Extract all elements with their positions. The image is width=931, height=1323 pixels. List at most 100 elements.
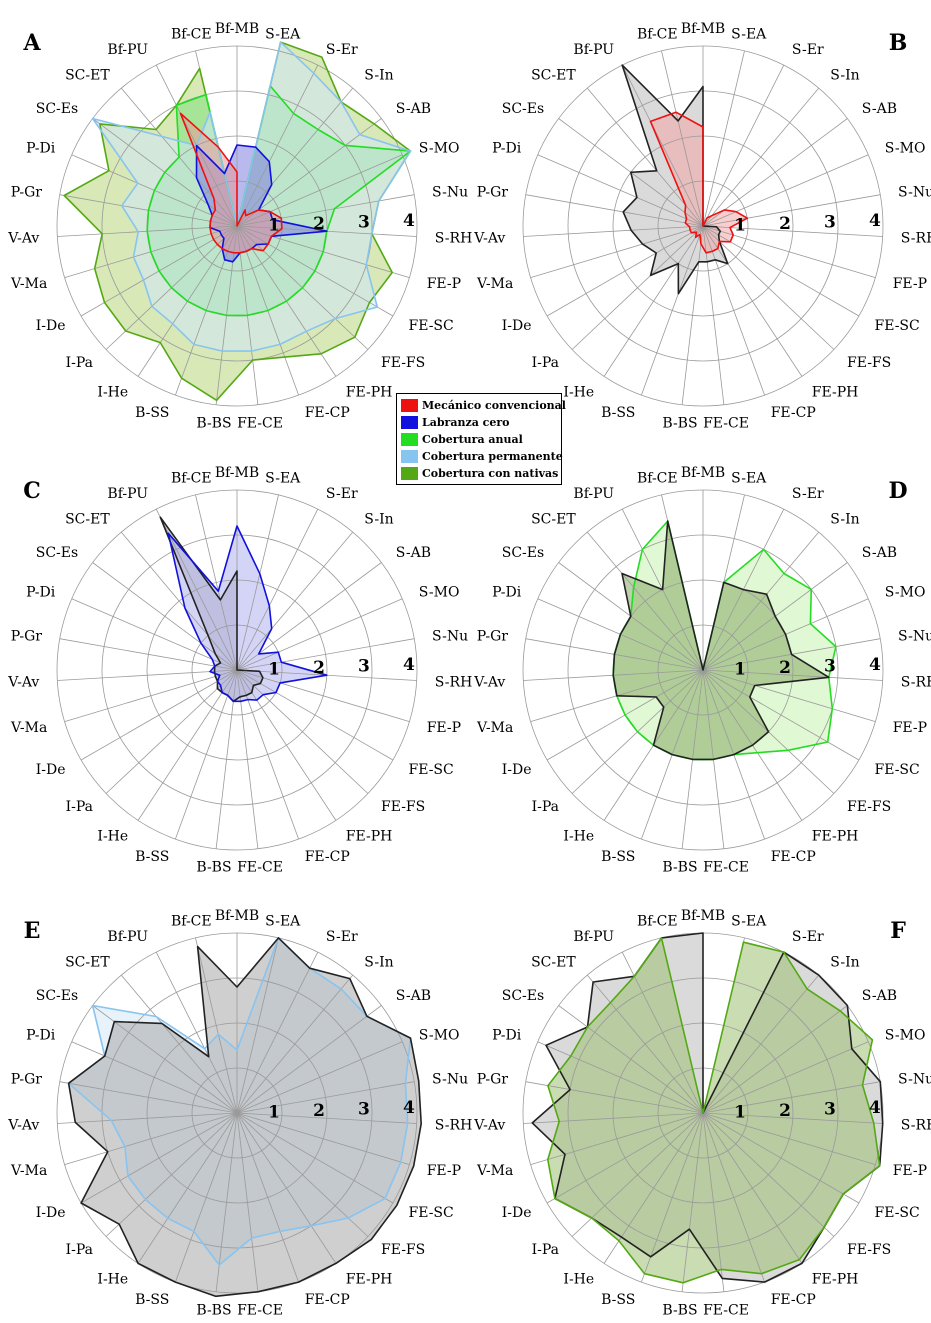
axis-label: Bf-PU <box>573 42 614 58</box>
grid-spoke <box>236 951 319 1114</box>
grid-spoke <box>175 669 238 840</box>
axis-label: V-Ma <box>10 276 47 292</box>
grid-spoke <box>702 118 848 227</box>
legend-label: Cobertura anual <box>422 433 523 446</box>
grid-spoke <box>236 562 382 671</box>
ring-label: 1 <box>734 216 746 236</box>
axis-label: S-RH <box>901 231 931 247</box>
grid-spoke <box>702 225 860 317</box>
axis-label: FE-P <box>427 276 461 292</box>
grid-spoke <box>621 64 704 227</box>
axis-label: S-MO <box>419 585 460 601</box>
series-line <box>91 41 412 352</box>
axis-label: S-Er <box>792 929 824 945</box>
ring-label: 3 <box>358 1100 370 1120</box>
series-line <box>146 85 412 317</box>
axis-label: Bf-PU <box>573 929 614 945</box>
ring-label: 1 <box>268 1103 280 1123</box>
ring-label: 4 <box>869 211 881 231</box>
axis-label: S-Nu <box>898 1072 931 1088</box>
ring-label: 2 <box>313 1101 325 1121</box>
axis-label: FE-CE <box>237 416 283 432</box>
axis-label: I-Pa <box>66 355 93 371</box>
grid-spoke <box>71 598 238 671</box>
grid-spoke <box>236 118 382 227</box>
grid-spoke <box>175 1112 238 1283</box>
axis-label: SC-ET <box>65 67 110 83</box>
axis-label: FE-FS <box>381 355 425 371</box>
grid-spoke <box>92 1005 238 1114</box>
grid-spoke <box>236 638 415 671</box>
ring-label: 3 <box>824 213 836 233</box>
grid-spoke <box>530 225 704 278</box>
axis-label: S-EA <box>731 26 767 42</box>
axis-label: V-Av <box>473 231 505 247</box>
grid-spoke <box>236 1005 382 1114</box>
grid-spoke <box>546 1112 704 1204</box>
axis-label: FE-SC <box>875 1205 920 1221</box>
axis-label: Bf-MB <box>681 465 725 481</box>
grid-spoke <box>57 669 238 681</box>
grid-spoke <box>236 1112 410 1165</box>
grid-spoke <box>236 669 337 821</box>
grid-spoke <box>702 1112 765 1283</box>
grid-spoke <box>236 508 319 671</box>
axis-label: I-He <box>97 828 128 844</box>
axis-label: SC-ET <box>65 511 110 527</box>
panel-label: E <box>24 918 41 944</box>
axis-label: S-RH <box>901 675 931 691</box>
axis-label: SC-ET <box>531 511 576 527</box>
series-line <box>167 525 328 703</box>
grid-spoke <box>120 974 238 1114</box>
axis-label: S-EA <box>731 913 767 929</box>
axis-label: FE-CE <box>703 860 749 876</box>
axis-label: P-Di <box>492 585 522 601</box>
axis-label: S-AB <box>862 545 897 561</box>
grid-spoke <box>621 951 704 1114</box>
grid-spoke <box>537 154 704 227</box>
grid-spoke <box>661 50 704 227</box>
grid-spoke <box>236 87 354 227</box>
axis-label: S-Er <box>792 42 824 58</box>
axis-label: FE-CE <box>703 416 749 432</box>
axis-label: S-MO <box>885 141 926 157</box>
grid-spoke <box>236 1112 259 1292</box>
grid-spoke <box>523 225 704 237</box>
grid-spoke <box>59 638 238 671</box>
grid-spoke <box>702 64 785 227</box>
series-line <box>63 41 412 402</box>
axis-label: S-In <box>830 954 859 970</box>
grid-spoke <box>236 937 279 1114</box>
grid-spoke <box>702 50 745 227</box>
axis-label: I-Pa <box>532 799 559 815</box>
ring-label: 1 <box>734 1103 746 1123</box>
legend-item: Mecánico convencional <box>401 397 566 414</box>
axis-label: B-SS <box>135 1292 169 1308</box>
grid-spoke <box>236 1112 337 1264</box>
legend: Mecánico convencional Labranza cero Cobe… <box>396 393 566 485</box>
axis-label: SC-Es <box>502 545 544 561</box>
axis-label: Bf-CE <box>171 26 212 42</box>
ring-label: 2 <box>779 658 791 678</box>
axis-label: S-Er <box>326 486 358 502</box>
axis-label: S-MO <box>885 585 926 601</box>
axis-label: Bf-MB <box>215 21 259 37</box>
axis-label: S-EA <box>265 470 301 486</box>
axis-label: FE-SC <box>875 318 920 334</box>
axis-label: FE-CP <box>771 1292 816 1308</box>
ring-label: 2 <box>779 1101 791 1121</box>
axis-label: Bf-MB <box>681 908 725 924</box>
axis-label: S-AB <box>862 101 897 117</box>
series-line <box>612 520 830 761</box>
grid-spoke <box>236 1112 369 1237</box>
grid-spoke <box>71 1041 238 1114</box>
axis-label: V-Ma <box>10 1163 47 1179</box>
axis-label: V-Av <box>7 675 39 691</box>
grid-spoke <box>681 1112 704 1292</box>
legend-item: Labranza cero <box>401 414 557 431</box>
axis-label: S-RH <box>901 1118 931 1134</box>
grid-spoke <box>105 669 238 794</box>
axis-label: I-Pa <box>532 1242 559 1258</box>
axis-label: V-Ma <box>476 1163 513 1179</box>
ring-label: 3 <box>824 1100 836 1120</box>
